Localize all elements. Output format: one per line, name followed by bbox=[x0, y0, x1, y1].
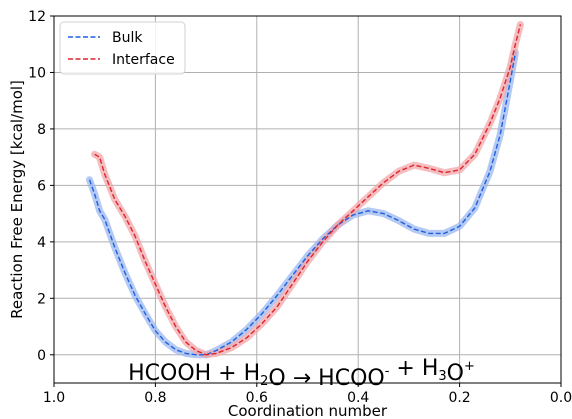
series-lines bbox=[88, 24, 522, 356]
legend-box bbox=[59, 21, 186, 75]
axis-ticks: 1.0 0.8 0.6 0.4 0.2 0.0 0 2 4 6 8 10 12 bbox=[28, 9, 572, 406]
y-tick-label: 4 bbox=[37, 235, 46, 251]
x-tick-label: 0.2 bbox=[448, 390, 470, 406]
y-tick-label: 2 bbox=[37, 291, 46, 307]
annotation-segment: O bbox=[447, 361, 464, 386]
annotation-segment: + H bbox=[389, 356, 438, 381]
annotation-segment: HCOOH + H bbox=[128, 361, 260, 386]
reaction-equation-annotation: HCOOH + H2O → HCOO- + H3O+ bbox=[128, 356, 475, 391]
plot-frame bbox=[53, 15, 562, 384]
x-tick-label: 0.4 bbox=[347, 390, 369, 406]
annotation-segment: 2 bbox=[260, 374, 268, 389]
y-tick-label: 10 bbox=[28, 65, 46, 81]
y-tick-label: 8 bbox=[37, 122, 46, 138]
legend: Bulk Interface bbox=[59, 21, 186, 75]
series-line-bulk bbox=[88, 52, 517, 356]
series-line-interface bbox=[94, 24, 522, 356]
x-tick-label: 0.8 bbox=[144, 390, 166, 406]
y-axis-label: Reaction Free Energy [kcal/mol] bbox=[8, 80, 26, 319]
y-tick-label: 0 bbox=[37, 348, 46, 364]
x-tick-label: 1.0 bbox=[43, 390, 65, 406]
x-tick-label: 0.0 bbox=[550, 390, 572, 406]
annotation-segment: 3 bbox=[438, 369, 446, 384]
legend-label-interface: Interface bbox=[112, 52, 175, 68]
y-tick-label: 6 bbox=[37, 178, 46, 194]
x-tick-label: 0.6 bbox=[246, 390, 268, 406]
annotation-segment: - bbox=[385, 364, 390, 379]
annotation-segment: + bbox=[464, 359, 475, 374]
y-tick-label: 12 bbox=[28, 9, 46, 25]
annotation-segment: O → HCOO bbox=[268, 366, 384, 391]
series-band-bulk bbox=[86, 49, 519, 359]
legend-label-bulk: Bulk bbox=[112, 30, 143, 46]
x-axis-label: Coordination number bbox=[228, 402, 388, 419]
